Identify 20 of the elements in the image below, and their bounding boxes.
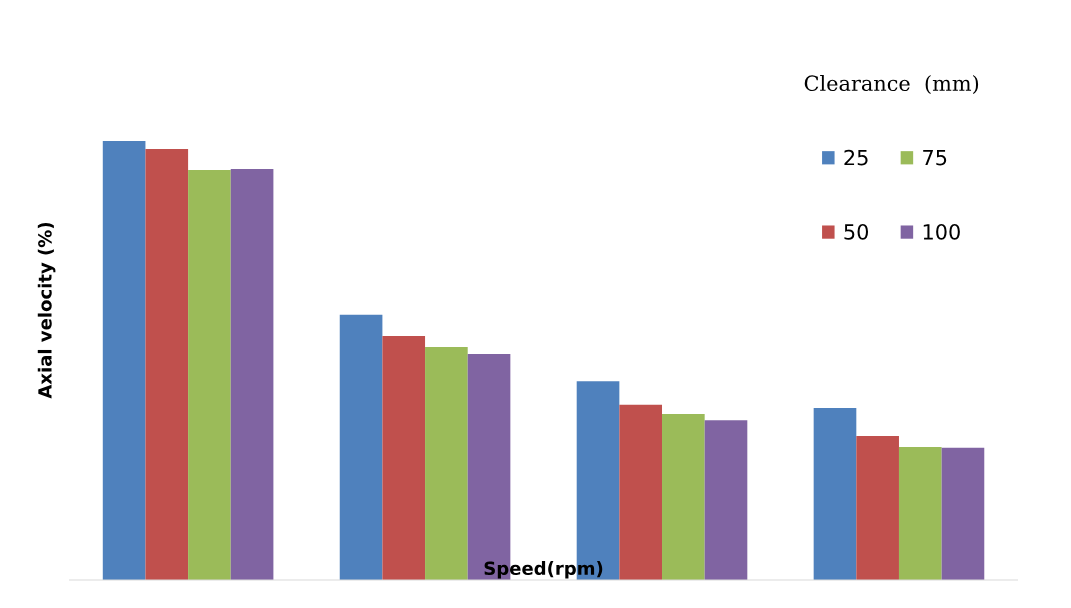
bar	[339, 314, 383, 580]
legend-label: 25	[844, 149, 868, 166]
bar	[619, 404, 663, 580]
legend-label: 100	[923, 223, 960, 240]
y-axis-title: Axial velocity (%)	[37, 222, 56, 399]
bar	[425, 346, 468, 580]
bar	[856, 436, 899, 580]
legend-label: 75	[923, 149, 947, 166]
bar	[230, 169, 274, 580]
bar	[898, 446, 942, 580]
bar	[145, 148, 189, 580]
legend-label: 50	[844, 223, 869, 240]
bar	[382, 335, 426, 580]
bar	[704, 420, 748, 580]
bar	[102, 141, 146, 580]
bar	[662, 414, 705, 580]
bar	[813, 407, 857, 580]
legend-title: Clearance (mm)	[804, 74, 979, 95]
bar	[188, 169, 231, 580]
bar	[941, 447, 985, 580]
